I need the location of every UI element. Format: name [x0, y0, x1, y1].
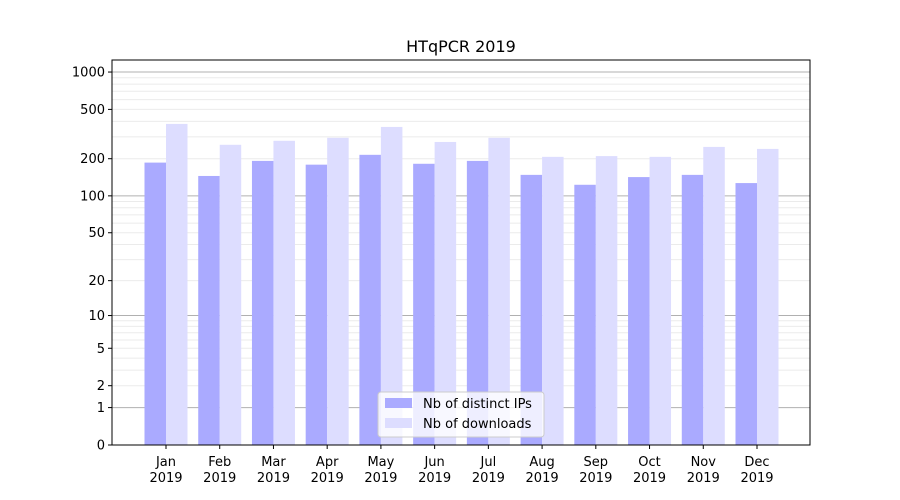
- y-tick-label: 500: [80, 103, 105, 118]
- y-tick-label: 200: [80, 152, 105, 167]
- y-tick-label: 0: [97, 439, 105, 454]
- x-tick-label: 2019: [364, 471, 397, 486]
- bar-distinct-ips: [144, 162, 166, 445]
- x-tick-label: Apr: [316, 455, 339, 470]
- x-tick-label: Sep: [584, 455, 609, 470]
- bar-distinct-ips: [359, 154, 381, 446]
- bar-downloads: [488, 137, 510, 445]
- bar-distinct-ips: [466, 160, 489, 446]
- x-tick-label: Jul: [480, 455, 497, 470]
- bar-distinct-ips: [413, 163, 435, 445]
- bar-distinct-ips: [681, 174, 704, 445]
- bar-downloads: [327, 137, 349, 445]
- bar-distinct-ips: [574, 184, 596, 445]
- x-tick-label: Nov: [691, 455, 717, 470]
- x-tick-label: 2019: [526, 471, 559, 486]
- y-tick-label: 5: [97, 342, 105, 357]
- bar-distinct-ips: [735, 183, 757, 445]
- x-tick-label: 2019: [740, 471, 773, 486]
- x-tick-label: Oct: [638, 455, 660, 470]
- y-tick-label: 2: [97, 379, 105, 394]
- y-tick-label: 10: [88, 309, 105, 324]
- x-tick-label: 2019: [633, 471, 666, 486]
- x-tick-label: 2019: [257, 471, 290, 486]
- x-tick-label: 2019: [311, 471, 344, 486]
- x-tick-label: Aug: [529, 455, 554, 470]
- legend-label: Nb of distinct IPs: [423, 397, 532, 412]
- x-tick-label: Jun: [423, 455, 444, 470]
- bar-downloads: [380, 126, 403, 445]
- chart-title: HTqPCR 2019: [406, 37, 516, 56]
- bar-downloads: [703, 146, 725, 445]
- bar-downloads: [166, 123, 188, 445]
- y-tick-label: 1: [97, 401, 105, 416]
- x-tick-label: 2019: [203, 471, 236, 486]
- bar-downloads: [542, 156, 564, 445]
- legend-label: Nb of downloads: [423, 417, 532, 432]
- bar-distinct-ips: [198, 175, 220, 445]
- y-tick-label: 100: [80, 189, 105, 204]
- bar-distinct-ips: [251, 160, 274, 446]
- x-tick-label: Dec: [744, 455, 769, 470]
- bar-downloads: [757, 148, 779, 445]
- legend-swatch: [385, 398, 412, 408]
- y-tick-label: 20: [88, 274, 105, 289]
- y-tick-label: 1000: [72, 66, 105, 81]
- x-tick-label: 2019: [579, 471, 612, 486]
- bar-distinct-ips: [305, 164, 328, 445]
- bar-downloads: [434, 141, 457, 446]
- x-tick-label: Feb: [208, 455, 231, 470]
- bar-distinct-ips: [520, 174, 543, 445]
- bar-downloads: [649, 156, 672, 445]
- x-tick-label: 2019: [687, 471, 720, 486]
- x-tick-label: 2019: [418, 471, 451, 486]
- x-tick-label: May: [367, 455, 394, 470]
- x-tick-label: 2019: [149, 471, 182, 486]
- legend-box: [377, 391, 545, 438]
- bar-distinct-ips: [628, 177, 650, 445]
- legend-swatch: [385, 418, 412, 428]
- bar-downloads: [595, 156, 618, 445]
- bar-downloads: [273, 140, 295, 445]
- plot-frame: [111, 59, 811, 446]
- x-tick-label: Jan: [155, 455, 176, 470]
- y-tick-label: 50: [88, 226, 105, 241]
- x-tick-label: 2019: [472, 471, 505, 486]
- bar-downloads: [219, 144, 242, 445]
- legend: Nb of distinct IPs Nb of downloads: [377, 391, 545, 438]
- x-tick-label: Mar: [261, 455, 286, 470]
